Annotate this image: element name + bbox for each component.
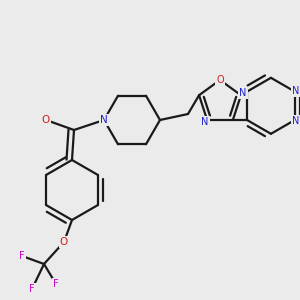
Text: F: F [53, 279, 59, 289]
Text: N: N [292, 116, 300, 126]
Text: N: N [100, 115, 108, 125]
Text: N: N [201, 117, 209, 127]
Text: O: O [60, 237, 68, 247]
Text: N: N [239, 88, 247, 98]
Text: O: O [216, 75, 224, 85]
Text: N: N [292, 86, 300, 96]
Text: O: O [42, 115, 50, 125]
Text: F: F [19, 251, 25, 261]
Text: F: F [29, 284, 35, 294]
Text: N: N [100, 115, 108, 125]
